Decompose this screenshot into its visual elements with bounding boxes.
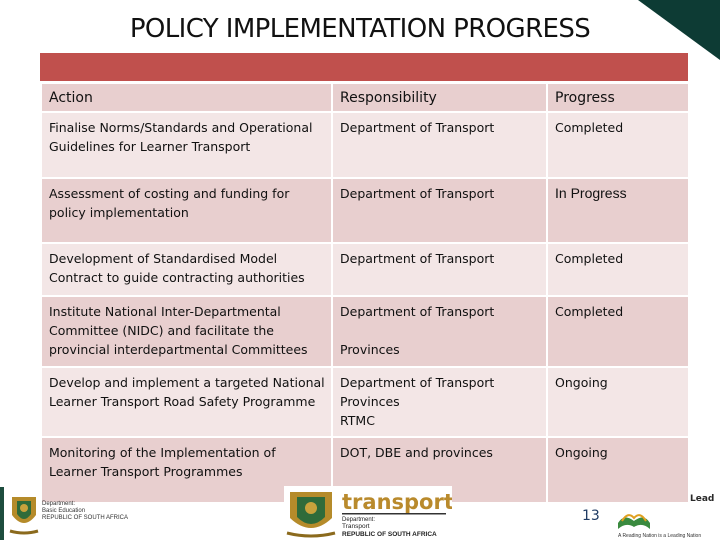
responsibility-line: Department of Transport	[340, 304, 495, 319]
responsibility-cell: Department of Transport	[331, 111, 548, 179]
action-cell: Assessment of costing and funding for po…	[40, 177, 333, 244]
svg-text:Transport: Transport	[342, 523, 370, 530]
progress-cell: In Progress	[546, 177, 690, 244]
svg-text:A Reading Nation is a Leading: A Reading Nation is a Leading Nation	[618, 533, 701, 539]
page-number: 13	[582, 508, 600, 524]
transport-logo: transport Department: Transport REPUBLIC…	[284, 486, 452, 540]
action-cell: Finalise Norms/Standards and Operational…	[40, 111, 333, 179]
svg-text:Basic Education: Basic Education	[42, 508, 85, 514]
table-row: Assessment of costing and funding for po…	[40, 177, 690, 244]
responsibility-line: RTMC	[340, 413, 375, 428]
responsibility-cell: Department of Transport Provinces RTMC	[331, 366, 548, 438]
svg-text:transport: transport	[342, 490, 452, 514]
header-band	[40, 53, 688, 81]
table-row: Institute National Inter-Departmental Co…	[40, 295, 690, 368]
action-cell: Institute National Inter-Departmental Co…	[40, 295, 333, 368]
table-header-row: Action Responsibility Progress	[40, 82, 690, 113]
action-cell: Develop and implement a targeted Nationa…	[40, 366, 333, 438]
page-title: POLICY IMPLEMENTATION PROGRESS	[129, 14, 591, 44]
leading-nation-logo: A Reading Nation is a Leading Nation	[618, 514, 701, 539]
header-action: Action	[40, 82, 333, 113]
progress-cell: Completed	[546, 295, 690, 368]
responsibility-cell: Department of Transport	[331, 177, 548, 244]
responsibility-cell: Department of Transport	[331, 242, 548, 297]
svg-text:Department:: Department:	[342, 517, 375, 523]
responsibility-line: Provinces	[340, 394, 400, 409]
footer-accent-bar	[0, 487, 4, 540]
table-row: Development of Standardised Model Contra…	[40, 242, 690, 297]
progress-cell: Ongoing	[546, 436, 690, 504]
lead-word: Lead	[690, 494, 715, 504]
table-row: Finalise Norms/Standards and Operational…	[40, 111, 690, 179]
progress-cell: Completed	[546, 111, 690, 179]
header-progress: Progress	[546, 82, 690, 113]
progress-table: Action Responsibility Progress Finalise …	[40, 82, 690, 504]
svg-text:REPUBLIC OF SOUTH AFRICA: REPUBLIC OF SOUTH AFRICA	[342, 531, 437, 538]
progress-cell: Completed	[546, 242, 690, 297]
svg-text:Department:: Department:	[42, 501, 75, 507]
action-cell: Development of Standardised Model Contra…	[40, 242, 333, 297]
responsibility-line: Provinces	[340, 342, 400, 357]
progress-cell: Ongoing	[546, 366, 690, 438]
coat-of-arms-icon	[286, 492, 336, 538]
corner-decoration	[638, 0, 720, 60]
coat-of-arms-icon	[9, 497, 39, 535]
svg-text:REPUBLIC OF SOUTH AFRICA: REPUBLIC OF SOUTH AFRICA	[42, 515, 128, 521]
table-row: Develop and implement a targeted Nationa…	[40, 366, 690, 438]
header-responsibility: Responsibility	[331, 82, 548, 113]
dbe-logo: Department: Basic Education REPUBLIC OF …	[9, 497, 128, 535]
responsibility-cell: Department of Transport Provinces	[331, 295, 548, 368]
responsibility-line: Department of Transport	[340, 375, 495, 390]
book-icon	[618, 514, 650, 529]
